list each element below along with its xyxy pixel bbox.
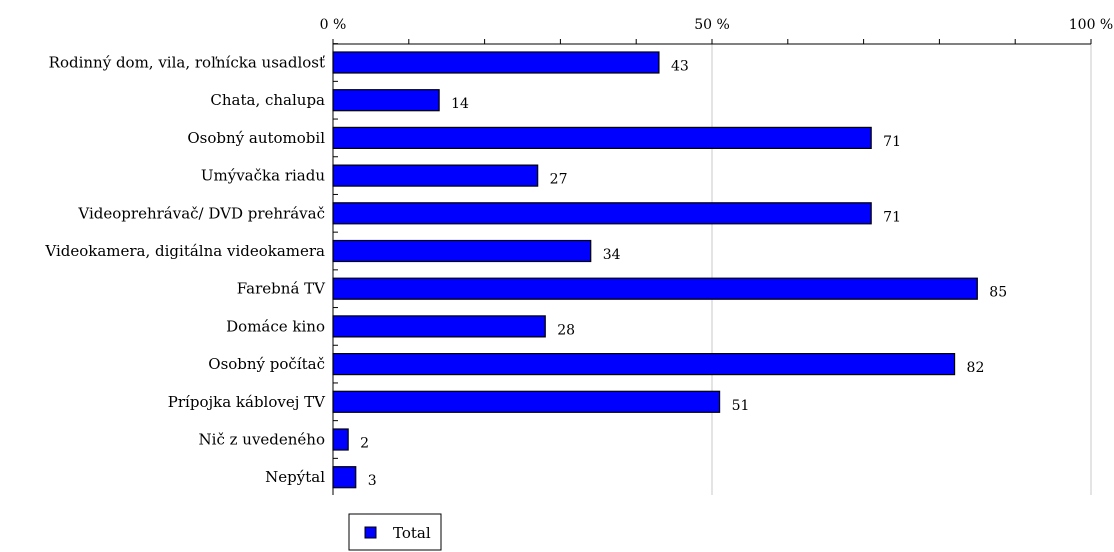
- bar: [332, 353, 956, 376]
- bar: [332, 239, 592, 263]
- bar: [332, 202, 872, 225]
- bar: [332, 277, 978, 300]
- category-label: Nepýtal: [265, 468, 325, 486]
- bar: [332, 466, 357, 489]
- data-label: 2: [360, 436, 369, 452]
- data-label: 27: [550, 172, 568, 188]
- bar: [332, 315, 546, 338]
- bar: [332, 51, 660, 74]
- bar: [332, 164, 539, 187]
- x-tick-label: 50 %: [694, 17, 730, 33]
- category-label: Farebná TV: [237, 280, 326, 298]
- x-tick-label: 0 %: [320, 17, 347, 33]
- data-label: 82: [967, 360, 985, 376]
- legend-swatch: [364, 526, 377, 539]
- bar: [332, 428, 349, 451]
- data-label: 3: [368, 473, 377, 489]
- category-label: Videokamera, digitálna videokamera: [44, 242, 325, 260]
- legend-box: [348, 513, 442, 551]
- axes: [332, 39, 1092, 495]
- category-label: Domáce kino: [226, 317, 325, 335]
- category-label: Chata, chalupa: [210, 91, 325, 109]
- bars: [332, 51, 978, 489]
- category-label: Prípojka káblovej TV: [168, 393, 326, 411]
- data-label: 43: [671, 59, 689, 75]
- bar: [332, 390, 721, 413]
- category-label: Umývačka riadu: [201, 167, 325, 185]
- tick-labels: 0 % 50 % 100 %: [320, 17, 1114, 33]
- bar: [332, 126, 872, 150]
- bar: [332, 89, 440, 112]
- data-label: 51: [732, 398, 750, 414]
- category-label: Osobný počítač: [208, 355, 325, 373]
- value-labels: 43 14 71 27 71 34 85 28 82 51 2 3: [360, 59, 1007, 490]
- data-label: 34: [603, 247, 621, 263]
- category-label: Osobný automobil: [187, 129, 325, 147]
- data-label: 71: [883, 209, 901, 225]
- gridlines: [711, 44, 1092, 495]
- x-tick-label: 100 %: [1069, 17, 1113, 33]
- data-label: 85: [989, 285, 1007, 301]
- category-labels: Rodinný dom, vila, roľnícka usadlosť Chat…: [44, 54, 326, 487]
- data-label: 14: [451, 96, 469, 112]
- category-label: Videoprehrávač/ DVD prehrávač: [77, 204, 325, 222]
- legend: Total: [348, 513, 442, 551]
- data-label: 28: [557, 322, 575, 338]
- category-label: Rodinný dom, vila, roľnícka usadlosť: [49, 54, 325, 72]
- legend-label: Total: [393, 524, 431, 542]
- data-label: 71: [883, 134, 901, 150]
- category-label: Nič z uvedeného: [199, 431, 325, 449]
